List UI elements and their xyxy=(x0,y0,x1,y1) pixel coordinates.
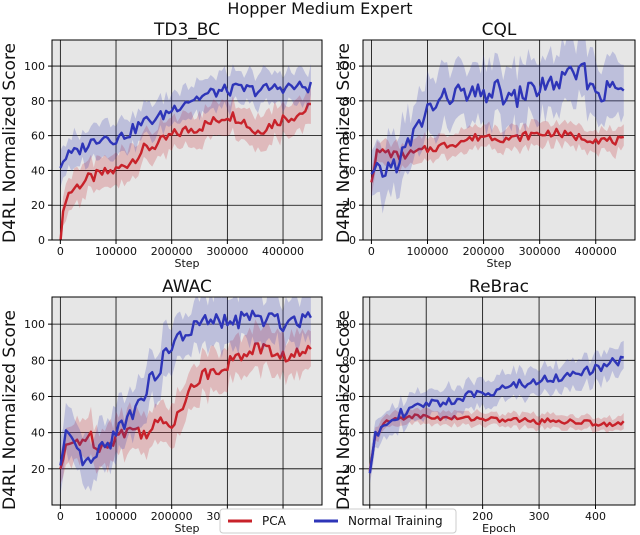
x-tick-label: 200000 xyxy=(151,245,193,258)
plot-area xyxy=(52,40,322,240)
y-axis-label-top: D4RL Normalized Score xyxy=(0,43,20,243)
x-axis-label: Step xyxy=(486,257,511,270)
x-tick-label: 200 xyxy=(472,510,493,523)
y-tick-label: 40 xyxy=(31,427,45,440)
series-line-normal xyxy=(59,309,312,467)
y-tick-label: 60 xyxy=(342,390,356,403)
x-tick-label: 300000 xyxy=(206,245,248,258)
series-band-pca xyxy=(369,407,624,480)
y-axis-label-right-bottom: D4RL Normalized Score xyxy=(334,310,354,510)
plot-series xyxy=(59,63,313,240)
x-tick-label: 100000 xyxy=(406,245,448,258)
y-tick-label: 0 xyxy=(38,234,45,247)
y-tick-label: 40 xyxy=(342,164,356,177)
y-tick-label: 100 xyxy=(335,60,356,73)
y-tick-label: 20 xyxy=(31,199,45,212)
x-tick-label: 0 xyxy=(368,245,375,258)
subplot-0: 0 100000 200000 300000 400000 0 20 40 60 80 100 TD3… xyxy=(24,20,323,270)
x-tick-label: 400000 xyxy=(262,245,304,258)
series-line-pca xyxy=(59,102,311,240)
x-tick-label: 200000 xyxy=(463,245,505,258)
y-tick-label: 0 xyxy=(349,234,356,247)
series-line-pca xyxy=(370,127,625,183)
plot-series xyxy=(59,297,312,496)
legend: PCA Normal Training xyxy=(219,508,457,534)
series-line-normal xyxy=(368,355,624,474)
y-tick-label: 80 xyxy=(31,354,45,367)
plot-frame xyxy=(51,39,323,241)
x-tick-label: 300 xyxy=(529,510,550,523)
subplot-title: CQL xyxy=(482,20,517,40)
subplots: 0 100000 200000 300000 400000020406080100TD3… xyxy=(24,20,636,535)
x-axis-label: Step xyxy=(174,522,199,535)
y-tick-label: 100 xyxy=(335,318,356,331)
x-tick-label: 0 xyxy=(57,510,64,523)
x-tick-label: 0 xyxy=(57,245,64,258)
legend-pca-label: PCA xyxy=(262,514,287,528)
y-tick-label: 20 xyxy=(31,463,45,476)
y-tick-label: 80 xyxy=(31,95,45,108)
x-axis-label: Epoch xyxy=(482,522,516,535)
subplot-title: ReBrac xyxy=(469,277,529,297)
x-tick-label: 100000 xyxy=(95,510,137,523)
series-line-normal xyxy=(370,62,625,178)
plot-series xyxy=(368,340,625,485)
series-band-normal xyxy=(60,63,311,188)
x-tick-label: 300000 xyxy=(519,245,561,258)
series-band-pca xyxy=(60,86,311,240)
y-tick-label: 80 xyxy=(342,95,356,108)
plot-area xyxy=(52,297,322,505)
plot-series xyxy=(370,40,625,214)
legend-normal-label: Normal Training xyxy=(348,514,443,528)
subplot-title: AWAC xyxy=(162,277,212,297)
series-band-normal xyxy=(60,297,311,496)
plot-area xyxy=(363,297,635,505)
x-tick-label: 400000 xyxy=(575,245,617,258)
subplot-title: TD3_BC xyxy=(153,20,220,40)
x-tick-label: 200000 xyxy=(151,510,193,523)
subplot-3: 010020030040020406080100ReBracEpoch xyxy=(335,277,636,535)
plot-frame xyxy=(362,39,636,241)
plot-frame xyxy=(362,296,636,506)
y-tick-label: 20 xyxy=(342,199,356,212)
series-band-pca xyxy=(371,119,624,197)
series-line-pca xyxy=(368,413,625,472)
y-tick-label: 40 xyxy=(31,164,45,177)
y-tick-label: 40 xyxy=(342,427,356,440)
y-tick-label: 60 xyxy=(31,130,45,143)
y-tick-label: 20 xyxy=(342,463,356,476)
x-tick-label: 400 xyxy=(585,510,606,523)
y-tick-label: 60 xyxy=(31,390,45,403)
y-axis-label-bottom: D4RL Normalized Score xyxy=(0,310,20,510)
y-axis-label-right-top: D4RL Normalized Score xyxy=(334,43,354,243)
y-tick-label: 80 xyxy=(342,354,356,367)
x-axis-label: Step xyxy=(174,257,199,270)
series-band-normal xyxy=(369,340,624,485)
x-tick-label: 100000 xyxy=(95,245,137,258)
y-tick-label: 60 xyxy=(342,130,356,143)
series-line-normal xyxy=(59,80,313,169)
plot-frame xyxy=(51,296,323,506)
subplot-1: 0 100000 200000 300000 400000 0 20 40 60 80 100 CQL… xyxy=(335,20,636,270)
figure-title: Hopper Medium Expert xyxy=(227,0,412,18)
y-tick-label: 100 xyxy=(24,60,45,73)
subplot-2: 010000020000030000040000020406080100AWAC… xyxy=(24,277,323,535)
y-tick-label: 100 xyxy=(24,318,45,331)
